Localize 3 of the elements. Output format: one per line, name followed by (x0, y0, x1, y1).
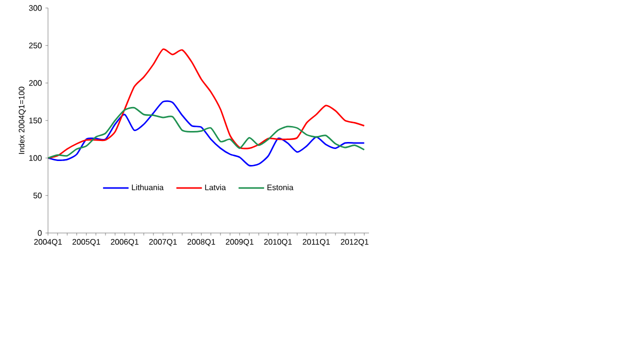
line-series (48, 100, 365, 166)
line-series (48, 48, 365, 159)
line-series (48, 106, 365, 159)
